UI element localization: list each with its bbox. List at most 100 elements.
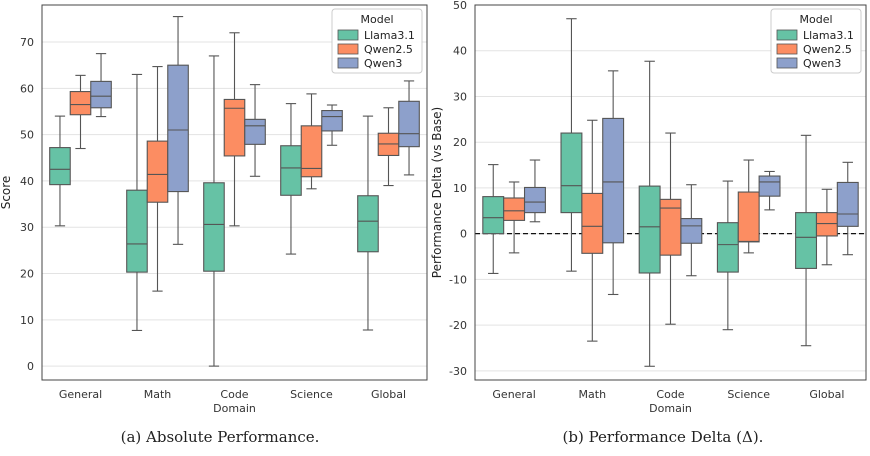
legend-title: Model	[360, 13, 393, 26]
legend-swatch	[337, 29, 359, 41]
box-body	[90, 80, 112, 109]
box-Qwen3-Math	[167, 16, 189, 245]
chart-panel-1: 0 10 20 30 40 50 60 70 General Math Code Science Glo…	[0, 4, 428, 415]
box-Qwen3-Math	[602, 70, 625, 296]
x-tick-label: Global	[371, 388, 406, 401]
y-tick-label: 50	[20, 129, 34, 142]
box-Qwen3-Code	[244, 84, 266, 177]
box-Qwen3-General	[523, 159, 546, 223]
x-tick-label: Math	[579, 388, 607, 401]
box-body	[680, 218, 703, 244]
y-tick-label: 40	[453, 45, 467, 58]
box-Qwen2.5-Math	[581, 119, 604, 342]
x-tick-label: Global	[809, 388, 844, 401]
legend-entry: Qwen2.5	[803, 43, 852, 56]
caption-a: (a) Absolute Performance.	[120, 428, 320, 446]
legend-swatch	[776, 29, 798, 41]
box-body	[398, 100, 420, 148]
plot-frame	[41, 4, 428, 381]
box-Qwen3-Global	[398, 80, 420, 176]
y-tick-label: 20	[20, 268, 34, 281]
box-Qwen2.5-Science	[737, 159, 760, 254]
legend-entry: Llama3.1	[803, 29, 854, 42]
box-body	[758, 175, 781, 197]
legend-entry: Qwen2.5	[364, 43, 413, 56]
x-tick-label: Science	[727, 388, 770, 401]
box-Qwen2.5-General	[503, 181, 526, 254]
legend-swatch	[337, 43, 359, 55]
box-body	[244, 118, 266, 145]
box-Qwen3-Science	[321, 104, 343, 146]
box-Llama3.1-Math	[560, 18, 583, 272]
box-body	[795, 212, 818, 269]
box-body	[581, 192, 604, 254]
box-Qwen2.5-Math	[146, 66, 169, 292]
box-Llama3.1-Math	[126, 73, 148, 332]
x-tick-label: General	[59, 388, 102, 401]
legend-frame	[331, 8, 423, 74]
caption-b: (b) Performance Delta (Δ).	[562, 428, 764, 446]
box-body	[357, 195, 379, 253]
box-body	[503, 197, 526, 221]
box-body	[523, 186, 546, 214]
y-tick-label: 10	[20, 314, 34, 327]
box-body	[321, 110, 343, 132]
y-tick-label: -20	[449, 319, 467, 332]
box-body	[815, 212, 838, 237]
legend-swatch	[776, 43, 798, 55]
box-body	[716, 222, 739, 273]
box-body	[280, 145, 302, 196]
y-tick-label: 10	[453, 182, 467, 195]
legend-swatch	[776, 57, 798, 69]
box-body	[737, 191, 760, 243]
box-Llama3.1-Global	[357, 115, 379, 331]
plot-frame	[474, 4, 867, 381]
y-tick-label: -10	[449, 273, 467, 286]
box-Llama3.1-Code	[638, 60, 661, 367]
y-tick-label: 30	[20, 221, 34, 234]
legend-frame	[770, 8, 862, 74]
x-axis-label: Domain	[213, 402, 256, 415]
legend-entry: Llama3.1	[364, 29, 415, 42]
box-Llama3.1-Code	[203, 55, 225, 367]
box-body	[300, 125, 323, 178]
box-body	[638, 185, 661, 274]
box-Llama3.1-General	[482, 164, 505, 274]
legend-swatch	[337, 57, 359, 69]
box-Llama3.1-Science	[280, 103, 302, 255]
y-tick-label: 50	[453, 0, 467, 12]
box-body	[836, 181, 859, 227]
legend-entry: Qwen3	[803, 57, 841, 70]
box-Qwen2.5-Code	[659, 132, 682, 325]
box-body	[49, 147, 71, 186]
box-Qwen2.5-Science	[300, 93, 323, 190]
box-Qwen2.5-Code	[223, 32, 246, 227]
box-Qwen3-Global	[836, 161, 859, 256]
box-Qwen3-Code	[680, 184, 703, 277]
box-body	[203, 182, 225, 272]
legend-title: Model	[799, 13, 832, 26]
box-Qwen2.5-General	[69, 74, 92, 150]
x-tick-label: Code	[656, 388, 684, 401]
chart-panel-2: -30 -20 -10 0 10 20 30 40 50 General Math Code Scien…	[430, 0, 867, 415]
x-tick-label: General	[492, 388, 535, 401]
y-tick-label: -30	[449, 365, 467, 378]
y-tick-label: 40	[20, 175, 34, 188]
y-axis-label: Score	[0, 176, 13, 210]
box-body	[126, 189, 148, 273]
box-body	[167, 64, 189, 193]
y-tick-label: 30	[453, 90, 467, 103]
y-tick-label: 0	[27, 360, 34, 373]
y-tick-label: 60	[20, 82, 34, 95]
y-axis-label: Performance Delta (vs Base)	[430, 107, 444, 278]
box-Qwen2.5-Global	[815, 188, 838, 266]
x-tick-label: Science	[290, 388, 333, 401]
box-body	[146, 140, 169, 203]
x-tick-label: Math	[144, 388, 172, 401]
box-body	[560, 132, 583, 214]
box-body	[69, 91, 92, 116]
box-Qwen3-Science	[758, 170, 781, 211]
